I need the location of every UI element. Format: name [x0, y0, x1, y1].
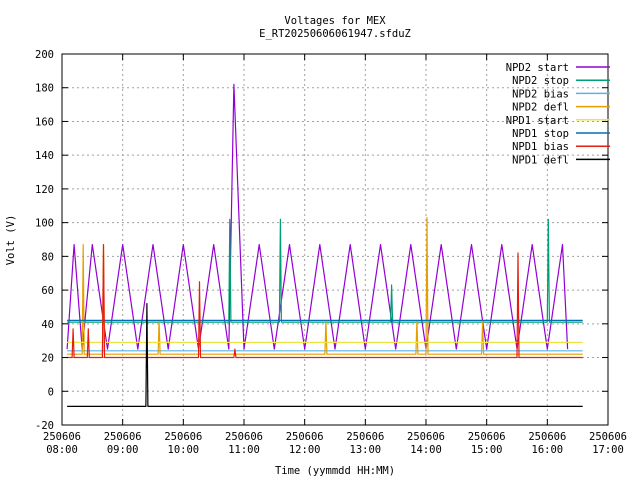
chart-subtitle: E_RT20250606061947.sfduZ	[259, 28, 411, 40]
x-tick-label-time: 08:00	[46, 444, 78, 456]
legend-entry-label: NPD2 stop	[512, 75, 569, 87]
y-axis-label: Volt (V)	[5, 215, 17, 266]
x-tick-label-time: 11:00	[228, 444, 260, 456]
x-tick-label-date: 250606	[346, 431, 384, 443]
x-tick-label-date: 250606	[286, 431, 324, 443]
axes: -2002040608010012014016018020025060608:0…	[35, 49, 627, 456]
x-tick-label-date: 250606	[528, 431, 566, 443]
y-tick-label: 120	[35, 184, 54, 196]
x-tick-label-date: 250606	[104, 431, 142, 443]
series-line	[66, 83, 569, 350]
x-tick-label-time: 14:00	[410, 444, 442, 456]
y-tick-label: 0	[48, 386, 54, 398]
x-tick-label-time: 10:00	[168, 444, 200, 456]
x-tick-label-time: 16:00	[532, 444, 564, 456]
plot-border	[61, 53, 609, 426]
y-tick-label: 160	[35, 116, 54, 128]
x-tick-label-time: 13:00	[350, 444, 382, 456]
y-tick-label: 200	[35, 49, 54, 61]
x-tick-label-time: 09:00	[107, 444, 139, 456]
x-tick-label-time: 17:00	[592, 444, 624, 456]
legend-entry-label: NPD1 defl	[512, 154, 569, 166]
x-tick-label-date: 250606	[164, 431, 202, 443]
x-tick-label-date: 250606	[225, 431, 263, 443]
legend-entry-label: NPD1 start	[506, 115, 569, 127]
y-tick-label: 140	[35, 150, 54, 162]
x-tick-label-date: 250606	[468, 431, 506, 443]
x-tick-label-date: 250606	[407, 431, 445, 443]
legend-entry-label: NPD1 bias	[512, 141, 569, 153]
plot-series	[66, 83, 583, 407]
series-line	[67, 217, 583, 355]
series-line	[67, 244, 583, 359]
legend-entry-label: NPD2 defl	[512, 102, 569, 114]
x-tick-label-date: 250606	[43, 431, 81, 443]
y-tick-label: 100	[35, 218, 54, 230]
y-tick-label: 40	[41, 319, 54, 331]
legend-entry-label: NPD2 start	[506, 62, 569, 74]
y-tick-label: -20	[35, 420, 54, 432]
series-line	[67, 218, 583, 323]
x-tick-label-date: 250606	[589, 431, 627, 443]
x-tick-label-time: 12:00	[289, 444, 321, 456]
legend-entry-label: NPD1 stop	[512, 128, 569, 140]
series-line	[67, 303, 583, 407]
x-tick-label-time: 15:00	[471, 444, 503, 456]
x-axis-label: Time (yymmdd HH:MM)	[275, 465, 395, 477]
y-tick-label: 80	[41, 251, 54, 263]
y-tick-label: 20	[41, 353, 54, 365]
y-tick-label: 60	[41, 285, 54, 297]
legend-entry-label: NPD2 bias	[512, 88, 569, 100]
y-tick-label: 180	[35, 83, 54, 95]
chart-title: Voltages for MEX	[284, 15, 386, 27]
